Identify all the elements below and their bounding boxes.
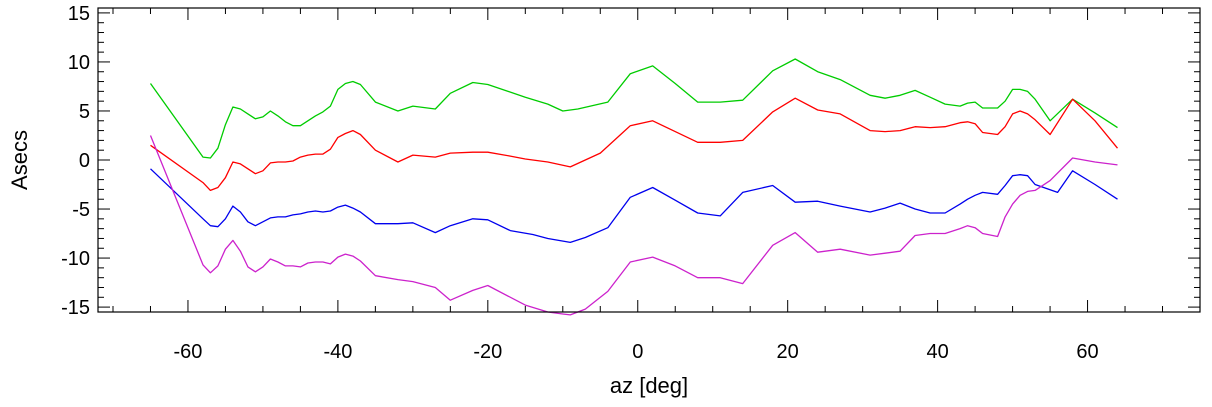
series-line-2 bbox=[150, 97, 1119, 192]
series-line-1 bbox=[149, 58, 1118, 159]
x-tick-label: 40 bbox=[926, 341, 948, 363]
x-tick-label: -40 bbox=[323, 341, 352, 363]
y-axis-title: Asecs bbox=[7, 130, 32, 190]
y-tick-label: 15 bbox=[68, 3, 90, 25]
y-tick-label: -5 bbox=[72, 199, 90, 221]
x-axis-title: az [deg] bbox=[610, 373, 688, 398]
y-tick-label: -10 bbox=[61, 248, 90, 270]
y-tick-label: 0 bbox=[79, 150, 90, 172]
x-tick-label: -60 bbox=[174, 341, 203, 363]
x-tick-label: 20 bbox=[777, 341, 799, 363]
x-tick-label: 60 bbox=[1076, 341, 1098, 363]
tick-labels: -60 -40 -20 0 20 40 60 -15 -10 -5 0 5 10 15 bbox=[61, 3, 1099, 363]
y-tick-label: 10 bbox=[68, 52, 90, 74]
y-tick-label: -15 bbox=[61, 297, 90, 319]
plot-area-frame bbox=[97, 7, 1201, 313]
y-tick-label: 5 bbox=[79, 101, 90, 123]
x-tick-label: 0 bbox=[632, 341, 643, 363]
series-line-3 bbox=[150, 168, 1118, 244]
series-line-4 bbox=[149, 135, 1118, 316]
ticks-layer bbox=[98, 8, 1201, 312]
series-layer bbox=[149, 58, 1119, 316]
x-tick-label: -20 bbox=[473, 341, 502, 363]
